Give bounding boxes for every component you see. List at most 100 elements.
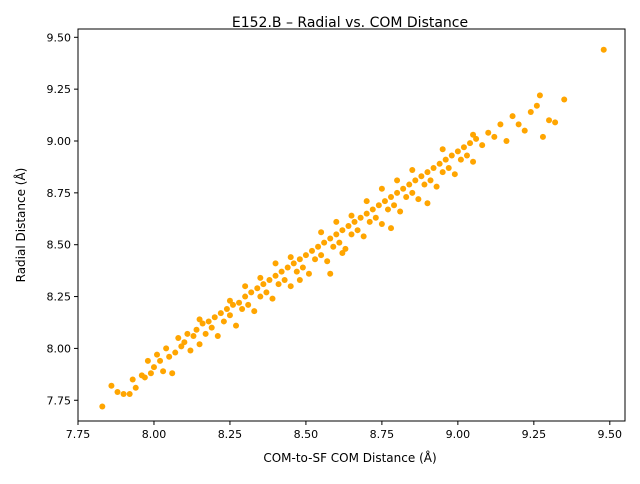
data-point — [327, 270, 334, 277]
data-point — [278, 268, 285, 275]
y-tick-label: 8.00 — [47, 342, 72, 355]
data-point — [345, 223, 352, 230]
data-point — [211, 314, 218, 321]
data-point — [333, 231, 340, 238]
data-point — [217, 310, 224, 317]
data-point — [354, 227, 361, 234]
data-point — [114, 388, 121, 395]
data-point — [308, 247, 315, 254]
data-point — [378, 220, 385, 227]
data-point — [342, 245, 349, 252]
data-point — [409, 167, 416, 174]
data-point — [202, 330, 209, 337]
data-point — [436, 160, 443, 167]
y-tick-label: 8.25 — [47, 291, 72, 304]
data-point — [375, 202, 382, 209]
data-point — [178, 343, 185, 350]
data-point — [460, 144, 467, 151]
data-points — [99, 46, 607, 410]
data-point — [263, 289, 270, 296]
data-point — [312, 256, 319, 263]
data-point — [339, 250, 346, 256]
chart-title: E152.B – Radial vs. COM Distance — [232, 15, 468, 31]
data-point — [251, 308, 258, 315]
data-point — [388, 225, 395, 232]
data-point — [384, 206, 391, 213]
data-point — [451, 171, 458, 178]
data-point — [293, 268, 300, 275]
data-point — [397, 208, 404, 215]
data-point — [299, 264, 306, 271]
data-point — [150, 364, 157, 371]
data-point — [157, 357, 164, 364]
data-point — [120, 391, 127, 398]
data-point — [269, 295, 276, 302]
data-point — [233, 322, 240, 329]
data-point — [242, 283, 249, 290]
data-point — [172, 349, 179, 356]
data-point — [214, 332, 221, 339]
data-point — [470, 158, 477, 165]
data-point — [336, 239, 343, 246]
data-point — [366, 218, 373, 225]
data-point — [126, 391, 133, 398]
data-point — [272, 260, 279, 267]
data-point — [257, 293, 264, 300]
data-point — [357, 214, 364, 221]
data-point — [175, 335, 182, 342]
x-axis-label: COM-to-SF COM Distance (Å) — [263, 450, 436, 465]
data-point — [318, 229, 325, 236]
data-point — [302, 252, 309, 259]
y-tick-label: 8.75 — [47, 187, 72, 200]
data-point — [196, 341, 203, 348]
data-point — [296, 276, 303, 283]
data-point — [539, 133, 546, 140]
data-point — [561, 96, 568, 103]
y-axis-ticks: 7.75 8.00 8.25 8.50 8.75 9.00 9.25 9.50 — [47, 31, 78, 407]
data-point — [406, 181, 413, 188]
data-point — [193, 326, 200, 333]
data-point — [527, 108, 534, 115]
data-point — [324, 258, 331, 265]
data-point — [457, 156, 464, 163]
data-point — [141, 374, 148, 381]
data-point — [372, 214, 379, 221]
data-point — [536, 92, 543, 99]
data-point — [190, 332, 197, 339]
data-point — [284, 264, 291, 271]
y-tick-label: 9.25 — [47, 83, 72, 96]
data-point — [509, 113, 516, 120]
data-point — [205, 318, 212, 325]
data-point — [108, 382, 115, 389]
data-point — [220, 318, 227, 325]
data-point — [260, 281, 267, 288]
x-tick-label: 9.00 — [446, 428, 471, 441]
data-point — [272, 272, 279, 279]
data-point — [266, 276, 273, 283]
data-point — [184, 330, 191, 337]
x-tick-label: 9.25 — [522, 428, 547, 441]
data-point — [199, 320, 206, 327]
data-point — [418, 173, 425, 180]
data-point — [442, 156, 449, 163]
plot-area-frame — [77, 28, 626, 422]
data-point — [166, 353, 173, 360]
data-point — [369, 206, 376, 213]
data-point — [229, 301, 236, 308]
x-axis-ticks: 7.75 8.00 8.25 8.50 8.75 9.00 9.25 9.50 — [66, 421, 622, 441]
data-point — [448, 152, 455, 159]
data-point — [187, 347, 194, 354]
x-tick-label: 8.00 — [142, 428, 167, 441]
data-point — [181, 339, 188, 346]
data-point — [248, 289, 255, 296]
data-point — [321, 239, 328, 246]
data-point — [394, 177, 401, 184]
x-tick-label: 9.50 — [598, 428, 623, 441]
data-point — [439, 146, 446, 153]
data-point — [208, 324, 215, 331]
data-point — [473, 135, 480, 142]
data-point — [378, 185, 385, 192]
y-tick-label: 9.00 — [47, 135, 72, 148]
